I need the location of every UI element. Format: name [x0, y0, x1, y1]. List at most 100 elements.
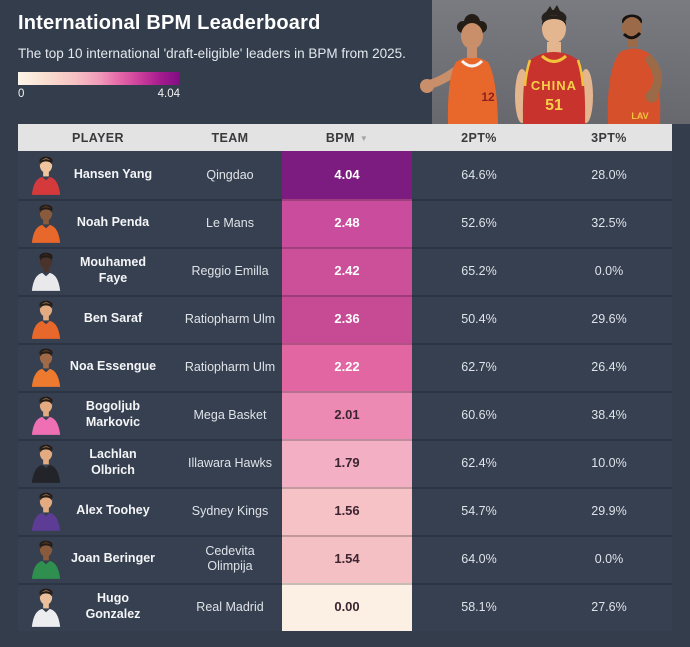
two-pt-value: 60.6%	[461, 407, 497, 422]
player-name: Bogoljub Markovic	[85, 399, 141, 429]
bpm-value: 2.36	[282, 295, 412, 343]
column-header-3pt[interactable]: 3PT%	[591, 130, 627, 145]
player-cell: Hansen Yang	[18, 151, 178, 199]
team-name: Le Mans	[206, 215, 254, 230]
legend-gradient-bar	[18, 72, 180, 85]
table-row: Noah Penda Le Mans 2.48 52.6% 32.5%	[18, 199, 672, 247]
table-row: Ben Saraf Ratiopharm Ulm 2.36 50.4% 29.6…	[18, 295, 672, 343]
player-name: Lachlan Olbrich	[89, 447, 137, 477]
three-pt-value: 10.0%	[591, 455, 627, 470]
three-pt-value: 38.4%	[591, 407, 627, 422]
center-jersey-number: 51	[545, 97, 563, 114]
player-cell: Ben Saraf	[18, 295, 178, 343]
two-pt-value: 65.2%	[461, 263, 497, 278]
center-jersey-text: CHINA	[531, 78, 577, 93]
three-pt-value: 29.9%	[591, 503, 627, 518]
player-avatar	[24, 587, 68, 627]
table-row: Mouhamed Faye Reggio Emilla 2.42 65.2% 0…	[18, 247, 672, 295]
bpm-value: 2.48	[282, 199, 412, 247]
team-name: Cedevita Olimpija	[205, 544, 255, 573]
leaderboard-table: PLAYER TEAM BPM ▼ 2PT% 3PT%	[18, 124, 672, 631]
player-avatar	[24, 203, 68, 243]
player-cell: Lachlan Olbrich	[18, 439, 178, 487]
player-avatar	[24, 299, 68, 339]
player-avatar	[24, 491, 68, 531]
team-name: Illawara Hawks	[187, 455, 273, 470]
three-pt-value: 29.6%	[591, 311, 627, 326]
three-pt-value: 27.6%	[591, 599, 627, 614]
bpm-value: 2.22	[282, 343, 412, 391]
player-avatar	[24, 251, 68, 291]
table-body: Hansen Yang Qingdao 4.04 64.6% 28.0% Noa…	[18, 151, 672, 631]
table-row: Noa Essengue Ratiopharm Ulm 2.22 62.7% 2…	[18, 343, 672, 391]
legend-max-label: 4.04	[157, 88, 180, 100]
two-pt-value: 64.0%	[461, 551, 497, 566]
team-name: Ratiopharm Ulm	[184, 311, 276, 326]
player-name: Hansen Yang	[73, 167, 153, 182]
two-pt-value: 62.7%	[461, 359, 497, 374]
bpm-value: 2.01	[282, 391, 412, 439]
player-name: Mouhamed Faye	[80, 255, 146, 285]
player-name: Noa Essengue	[69, 359, 157, 374]
collage-illustration: 12 CHINA 51	[420, 0, 690, 124]
two-pt-value: 52.6%	[461, 215, 497, 230]
bpm-value: 2.42	[282, 247, 412, 295]
table-row: Bogoljub Markovic Mega Basket 2.01 60.6%…	[18, 391, 672, 439]
player-cell: Alex Toohey	[18, 487, 178, 535]
column-header-team[interactable]: TEAM	[211, 130, 249, 145]
player-name: Hugo Gonzalez	[85, 591, 141, 621]
player-avatar	[24, 347, 68, 387]
player-avatar	[24, 539, 68, 579]
table-row: Hugo Gonzalez Real Madrid 0.00 58.1% 27.…	[18, 583, 672, 631]
page-subtitle: The top 10 international 'draft-eligible…	[18, 46, 406, 61]
column-header-player[interactable]: PLAYER	[72, 130, 124, 145]
bpm-color-legend: 0 4.04	[18, 72, 180, 100]
team-name: Ratiopharm Ulm	[184, 359, 276, 374]
team-name: Reggio Emilla	[191, 263, 269, 278]
table-row: Joan Beringer Cedevita Olimpija 1.54 64.…	[18, 535, 672, 583]
three-pt-value: 26.4%	[591, 359, 627, 374]
bpm-value: 0.00	[282, 583, 412, 631]
player-name: Ben Saraf	[83, 311, 143, 326]
right-jersey-text: LAV	[631, 111, 648, 121]
page-title: International BPM Leaderboard	[18, 12, 321, 34]
two-pt-value: 62.4%	[461, 455, 497, 470]
three-pt-value: 28.0%	[591, 167, 627, 182]
two-pt-value: 50.4%	[461, 311, 497, 326]
left-jersey-number: 12	[481, 90, 495, 104]
player-name: Joan Beringer	[70, 551, 156, 566]
player-cell: Noa Essengue	[18, 343, 178, 391]
player-cell: Joan Beringer	[18, 535, 178, 583]
player-name: Noah Penda	[76, 215, 150, 230]
team-name: Real Madrid	[196, 599, 264, 614]
team-name: Mega Basket	[193, 407, 267, 422]
player-name: Alex Toohey	[76, 503, 150, 518]
player-photo-right: LAV	[607, 14, 663, 124]
table-row: Alex Toohey Sydney Kings 1.56 54.7% 29.9…	[18, 487, 672, 535]
table-row: Lachlan Olbrich Illawara Hawks 1.79 62.4…	[18, 439, 672, 487]
player-avatar	[24, 155, 68, 195]
sort-desc-icon: ▼	[359, 134, 369, 143]
bpm-value: 1.56	[282, 487, 412, 535]
table-row: Hansen Yang Qingdao 4.04 64.6% 28.0%	[18, 151, 672, 199]
player-cell: Bogoljub Markovic	[18, 391, 178, 439]
legend-min-label: 0	[18, 88, 25, 100]
player-photo-center: CHINA 51	[515, 5, 593, 124]
two-pt-value: 64.6%	[461, 167, 497, 182]
two-pt-value: 58.1%	[461, 599, 497, 614]
bpm-value: 1.79	[282, 439, 412, 487]
bpm-value: 4.04	[282, 151, 412, 199]
column-header-2pt[interactable]: 2PT%	[461, 130, 497, 145]
player-avatar	[24, 443, 68, 483]
three-pt-value: 0.0%	[594, 263, 624, 278]
player-cell: Noah Penda	[18, 199, 178, 247]
player-cell: Mouhamed Faye	[18, 247, 178, 295]
table-header-row: PLAYER TEAM BPM ▼ 2PT% 3PT%	[18, 124, 672, 151]
player-cell: Hugo Gonzalez	[18, 583, 178, 631]
player-photos-collage: 12 CHINA 51	[400, 0, 690, 124]
team-name: Sydney Kings	[191, 503, 269, 518]
three-pt-value: 32.5%	[591, 215, 627, 230]
team-name: Qingdao	[206, 167, 254, 182]
column-header-bpm[interactable]: BPM ▼	[325, 130, 369, 145]
